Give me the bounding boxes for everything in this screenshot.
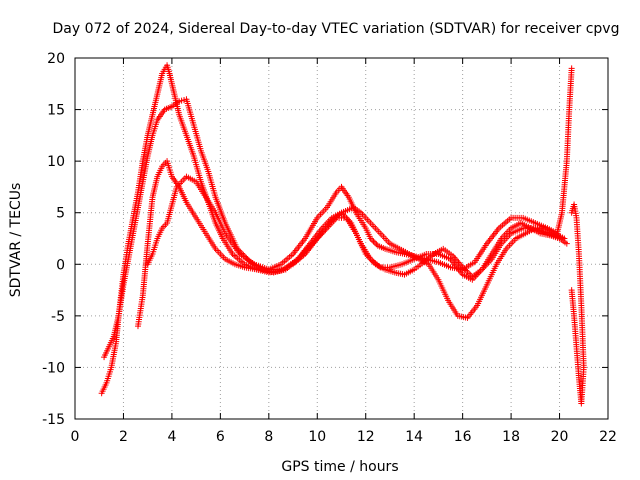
data-point [568,209,575,216]
x-tick-label: 0 [71,429,80,445]
plot-frame [74,57,609,420]
y-tick-label: 20 [47,51,65,67]
data-point [367,235,374,242]
data-point [568,65,575,72]
x-axis-ticks: 0 2 4 6 8 10 12 14 16 18 20 22 [71,58,617,445]
data-point [371,239,378,246]
series-track-d [144,173,563,280]
data-point [369,236,376,243]
series-track-a [98,62,575,397]
x-tick-label: 14 [405,429,423,445]
y-tick-label: -10 [42,360,65,376]
y-tick-label: 15 [47,103,65,119]
x-tick-label: 4 [167,429,176,445]
series-track-c [134,158,568,330]
chart-title: Day 072 of 2024, Sidereal Day-to-day VTE… [53,21,620,37]
y-axis-ticks: -15 -10 -5 0 5 10 15 20 [42,51,608,428]
y-tick-label: -15 [42,412,65,428]
x-tick-label: 12 [357,429,375,445]
y-tick-label: 5 [56,206,65,222]
data-point [556,235,563,242]
data-marks [98,62,587,407]
y-tick-label: 10 [47,154,65,170]
x-tick-label: 6 [216,429,225,445]
x-tick-label: 20 [551,429,569,445]
data-point [563,240,570,247]
x-tick-label: 18 [502,429,520,445]
y-tick-label: 0 [56,257,65,273]
y-tick-label: -5 [51,309,65,325]
x-tick-label: 16 [454,429,472,445]
series-track-e [568,201,587,407]
x-tick-label: 2 [119,429,128,445]
x-axis-label: GPS time / hours [281,459,398,475]
data-point [373,241,380,248]
x-tick-label: 8 [264,429,273,445]
data-point [370,238,377,245]
y-axis-label: SDTVAR / TECUs [8,183,24,298]
x-tick-label: 22 [599,429,617,445]
x-tick-label: 10 [308,429,326,445]
